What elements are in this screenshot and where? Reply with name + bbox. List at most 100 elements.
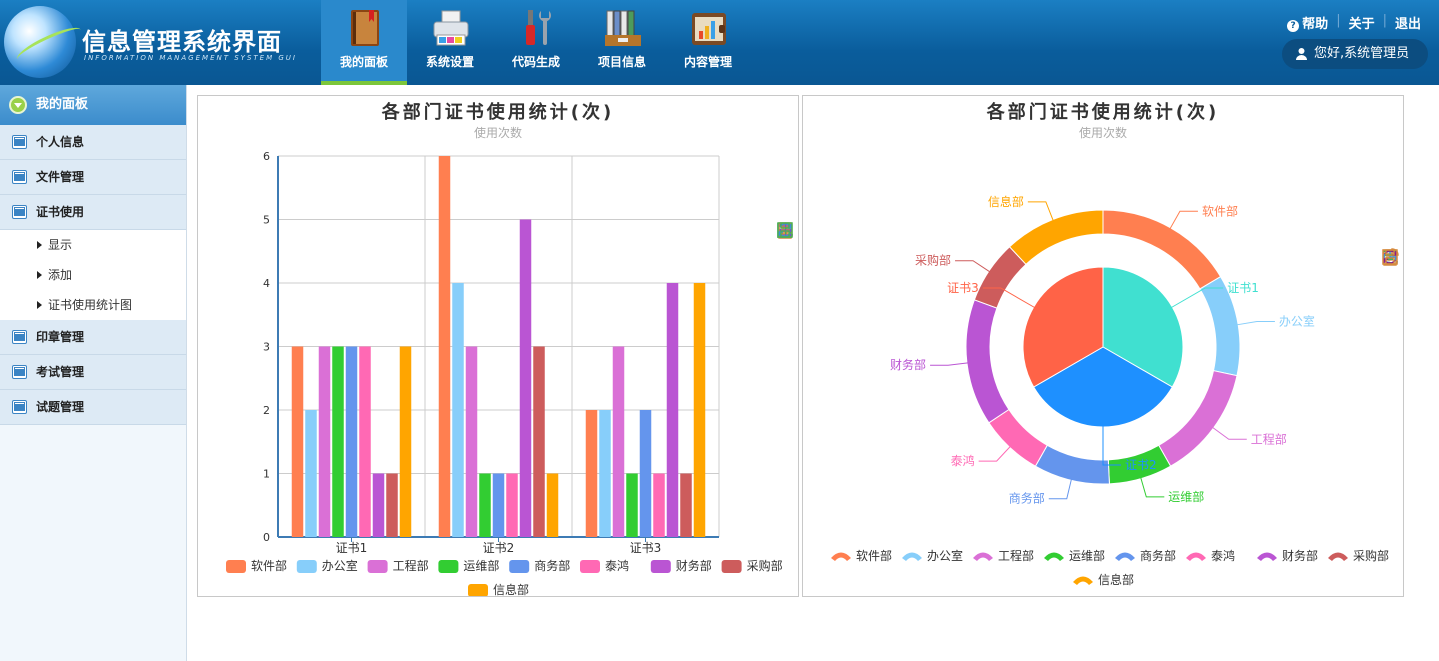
sidebar-header[interactable]: 我的面板 xyxy=(0,85,186,125)
bar xyxy=(345,346,358,537)
sidebar: 我的面板 个人信息 文件管理 证书使用 显示 添加 证书使用统计图 印章管理 考… xyxy=(0,85,187,661)
nav-label: 我的面板 xyxy=(339,55,388,69)
sidebar-item-exam-management[interactable]: 考试管理 xyxy=(0,355,186,390)
save-image-icon[interactable] xyxy=(1381,248,1399,266)
bar xyxy=(546,473,559,537)
slice-label: 办公室 xyxy=(1279,314,1315,329)
list-icon xyxy=(12,400,27,414)
legend-swatch xyxy=(973,552,993,561)
legend-swatch xyxy=(1257,552,1277,561)
slice-label: 泰鸿 xyxy=(951,454,975,468)
top-header: 信息管理系统界面 INFORMATION MANAGEMENT SYSTEM G… xyxy=(0,0,1439,85)
user-icon xyxy=(1296,48,1307,60)
legend-label: 商务部 xyxy=(1140,548,1176,563)
chart-subtitle: 使用次数 xyxy=(1079,125,1127,140)
slice-label: 软件部 xyxy=(1202,203,1238,218)
bar xyxy=(305,410,317,537)
bar xyxy=(653,473,665,537)
legend-swatch xyxy=(650,560,671,573)
legend-swatch xyxy=(902,552,922,561)
nav-system-settings[interactable]: 系统设置 xyxy=(407,0,493,85)
sidebar-item-certificate-usage[interactable]: 证书使用 xyxy=(0,195,186,230)
label-leader-line xyxy=(955,260,991,273)
nav-code-generation[interactable]: 代码生成 xyxy=(493,0,579,85)
help-link[interactable]: ? 帮助 xyxy=(1287,13,1328,32)
label-leader-line xyxy=(1169,210,1198,230)
list-icon xyxy=(12,330,27,344)
sidebar-item-question-management[interactable]: 试题管理 xyxy=(0,390,186,425)
slice-label: 信息部 xyxy=(988,194,1024,209)
legend-swatch xyxy=(831,552,851,561)
label-leader-line xyxy=(978,445,1012,462)
legend-swatch xyxy=(580,560,600,573)
legend-label: 商务部 xyxy=(534,558,570,573)
user-greeting[interactable]: 您好,系统管理员 xyxy=(1282,39,1428,69)
logout-link[interactable]: 退出 xyxy=(1394,17,1421,32)
app-subtitle: INFORMATION MANAGEMENT SYSTEM GUI xyxy=(84,54,297,62)
nav-label: 内容管理 xyxy=(683,55,732,69)
help-icon: ? xyxy=(1287,20,1300,32)
bar xyxy=(506,473,518,537)
label-leader-line xyxy=(1102,425,1121,466)
bar-chart-panel: 各部门证书使用统计(次) 使用次数 0 1 2 3 4 5 6 证书1 证书2 证书3 软件部 办公室 工程… xyxy=(197,95,799,597)
pie-outer-slice xyxy=(1008,209,1104,266)
bar xyxy=(399,346,412,537)
help-label: 帮助 xyxy=(1302,17,1329,32)
bar xyxy=(332,346,344,537)
legend-swatch xyxy=(367,560,388,573)
nav-my-panel[interactable]: 我的面板 xyxy=(321,0,407,85)
slice-label: 证书3 xyxy=(947,281,979,295)
chart-title: 各部门证书使用统计(次) xyxy=(986,101,1219,123)
legend-label: 采购部 xyxy=(1353,548,1389,563)
nav-project-info[interactable]: 项目信息 xyxy=(579,0,665,85)
label-leader-line xyxy=(1027,201,1055,222)
sidebar-item-label: 证书使用 xyxy=(36,205,85,219)
y-tick-label: 4 xyxy=(263,277,270,290)
sidebar-item-personal-info[interactable]: 个人信息 xyxy=(0,125,186,160)
save-image-icon[interactable] xyxy=(776,221,794,239)
sidebar-item-label: 印章管理 xyxy=(36,330,85,344)
list-icon xyxy=(12,135,27,149)
legend-label: 信息部 xyxy=(493,582,529,596)
legend-swatch xyxy=(438,560,459,573)
legend-label: 财务部 xyxy=(676,558,712,573)
divider: | xyxy=(1382,13,1387,28)
submenu-item-show[interactable]: 显示 xyxy=(0,230,186,260)
chart-title: 各部门证书使用统计(次) xyxy=(381,101,614,123)
legend-label: 运维部 xyxy=(463,558,499,573)
submenu-item-usage-chart[interactable]: 证书使用统计图 xyxy=(0,290,186,320)
bar xyxy=(599,410,611,537)
legend-swatch xyxy=(1115,552,1135,561)
legend-swatch xyxy=(509,560,530,573)
bar xyxy=(386,473,398,537)
about-link[interactable]: 关于 xyxy=(1348,17,1375,32)
sidebar-item-label: 试题管理 xyxy=(36,400,85,414)
collapse-arrow-icon xyxy=(9,96,27,114)
slice-label: 证书1 xyxy=(1227,281,1259,295)
bar xyxy=(359,346,371,537)
legend-label: 采购部 xyxy=(747,558,783,573)
pie-outer-slice xyxy=(1034,444,1110,485)
chart-subtitle: 使用次数 xyxy=(474,125,522,140)
sidebar-header-label: 我的面板 xyxy=(36,97,89,112)
x-tick-label: 证书3 xyxy=(630,541,662,555)
tools-icon xyxy=(526,10,551,45)
sidebar-item-seal-management[interactable]: 印章管理 xyxy=(0,320,186,355)
bar xyxy=(372,473,385,537)
divider: | xyxy=(1336,13,1341,28)
legend-label: 工程部 xyxy=(998,548,1034,563)
label-leader-line xyxy=(1170,287,1224,309)
nav-content-management[interactable]: 内容管理 xyxy=(665,0,751,85)
submenu-item-add[interactable]: 添加 xyxy=(0,260,186,290)
bar xyxy=(452,283,464,537)
pie-outer-slice xyxy=(988,408,1048,467)
label-leader-line xyxy=(930,362,969,366)
legend-label: 信息部 xyxy=(1098,572,1134,587)
bar xyxy=(291,346,304,537)
sidebar-item-file-management[interactable]: 文件管理 xyxy=(0,160,186,195)
legend-label: 财务部 xyxy=(1282,548,1318,563)
bar xyxy=(666,283,679,537)
bar xyxy=(318,346,331,537)
globe-logo-icon xyxy=(4,6,76,78)
bar xyxy=(438,156,451,537)
